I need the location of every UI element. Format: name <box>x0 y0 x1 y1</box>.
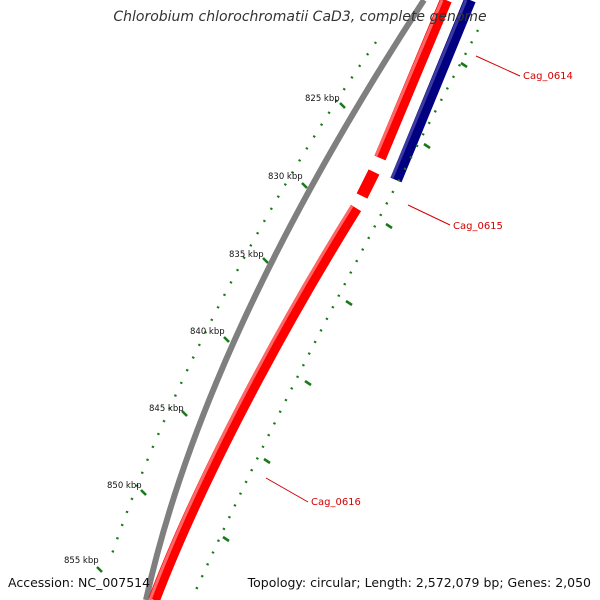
ring-tick <box>96 566 103 573</box>
outer-ring-ticks <box>222 61 468 543</box>
ring-tick <box>345 299 353 307</box>
gene-cag-0616 <box>148 204 362 600</box>
accession-text: Accession: NC_007514 <box>8 575 151 590</box>
genome-title: Chlorobium chlorochromatii CaD3, complet… <box>113 9 487 25</box>
ring-tick <box>423 142 431 150</box>
tick-label-830: 830 kbp <box>268 172 303 182</box>
backbone-ring <box>143 0 427 600</box>
tick-label-845: 845 kbp <box>149 404 184 414</box>
ring-tick <box>222 535 230 543</box>
tick-label-855: 855 kbp <box>64 556 99 566</box>
tick-label-825: 825 kbp <box>305 94 340 104</box>
gene-cag-0616-highlight <box>148 205 354 600</box>
gene-label-cag-0616[interactable]: Cag_0616 <box>311 497 361 508</box>
ring-tick <box>262 257 269 264</box>
leader-cag-0616 <box>265 477 309 503</box>
genome-summary-text: Topology: circular; Length: 2,572,079 bp… <box>247 575 591 590</box>
gene-cag-0614-reverse-highlight <box>390 0 468 179</box>
gene-cag-0615 <box>356 169 380 199</box>
ring-tick <box>223 336 230 343</box>
gene-cag-0614-forward-highlight <box>374 0 444 157</box>
gene-cag-0614-forward <box>374 0 452 161</box>
leader-cag-0614 <box>475 55 521 77</box>
ring-tick <box>140 489 147 496</box>
gene-label-cag-0615[interactable]: Cag_0615 <box>453 221 503 232</box>
ring-tick <box>339 102 346 109</box>
ring-tick <box>181 410 188 417</box>
ring-tick <box>304 379 312 387</box>
leader-cag-0615 <box>407 204 451 226</box>
tick-label-835: 835 kbp <box>229 250 264 260</box>
gene-cag-0614-reverse <box>390 0 476 183</box>
gene-label-cag-0614[interactable]: Cag_0614 <box>523 71 573 82</box>
ring-tick <box>460 61 468 69</box>
inner-gc-ring <box>108 41 377 561</box>
tick-label-850: 850 kbp <box>107 481 142 491</box>
ring-tick <box>263 457 271 465</box>
ring-tick <box>385 222 393 230</box>
inner-ring-ticks <box>96 102 346 573</box>
tick-label-840: 840 kbp <box>190 327 225 337</box>
ring-tick <box>301 182 308 189</box>
